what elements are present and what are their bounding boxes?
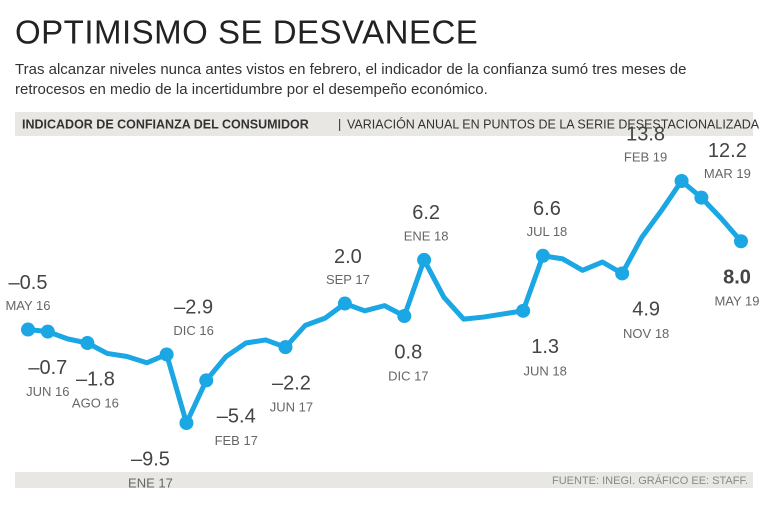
data-point [516,303,531,318]
data-point [535,248,550,263]
data-point [674,174,689,188]
value-label: –2.9 [174,297,213,319]
source-band [15,472,753,488]
data-point [694,190,709,205]
data-point [337,296,352,311]
value-label: –0.5 [9,272,48,294]
data-point [199,373,214,388]
month-label: JUN 16 [26,384,69,399]
data-point [159,347,174,362]
data-point [40,324,55,339]
month-label: JUL 18 [527,224,568,239]
data-point [734,234,748,249]
chart-title: OPTIMISMO SE DESVANECE [15,14,478,51]
data-point [417,252,432,267]
month-label: FEB 19 [624,149,667,164]
value-label: 1.3 [531,336,559,358]
value-label: 13.8 [626,123,665,145]
data-point [179,416,194,430]
data-point [397,309,412,324]
value-label: 12.2 [708,140,747,162]
value-label: –2.2 [272,372,311,394]
value-label: 6.6 [533,198,561,220]
separator: | [338,117,341,131]
header-note: VARIACIÓN ANUAL EN PUNTOS DE LA SERIE DE… [347,116,760,131]
data-point [80,336,95,351]
subtitle-line: retrocesos en medio de la incertidumbre … [15,81,488,98]
month-label: MAY 19 [714,294,759,309]
value-label: 0.8 [394,341,422,363]
month-label: SEP 17 [326,272,370,287]
data-point [278,340,293,355]
month-label: AGO 16 [72,395,119,410]
value-label: –1.8 [76,368,115,390]
value-label: 4.9 [632,299,660,321]
header: INDICADOR DE CONFIANZA DEL CONSUMIDOR [22,117,309,131]
month-label: NOV 18 [623,326,669,341]
header-band [15,112,753,136]
month-label: JUN 18 [523,363,566,378]
value-label: 8.0 [723,267,751,289]
subtitle-line: Tras alcanzar niveles nunca antes vistos… [15,61,686,78]
month-label: FEB 17 [215,433,258,448]
month-label: MAY 16 [5,298,50,313]
month-label: ENE 18 [404,228,449,243]
value-label: 2.0 [334,246,362,268]
month-label: DIC 16 [173,323,213,338]
value-label: –0.7 [28,357,67,379]
month-label: JUN 17 [270,400,313,415]
source: FUENTE: INEGI. GRÁFICO EE: STAFF. [552,474,748,487]
month-label: MAR 19 [704,166,751,181]
data-point [615,266,630,281]
value-label: –9.5 [131,448,170,470]
data-point [21,322,35,337]
value-label: –5.4 [217,406,256,428]
value-label: 6.2 [412,202,440,224]
month-label: DIC 17 [388,368,428,383]
month-label: ENE 17 [128,475,173,490]
